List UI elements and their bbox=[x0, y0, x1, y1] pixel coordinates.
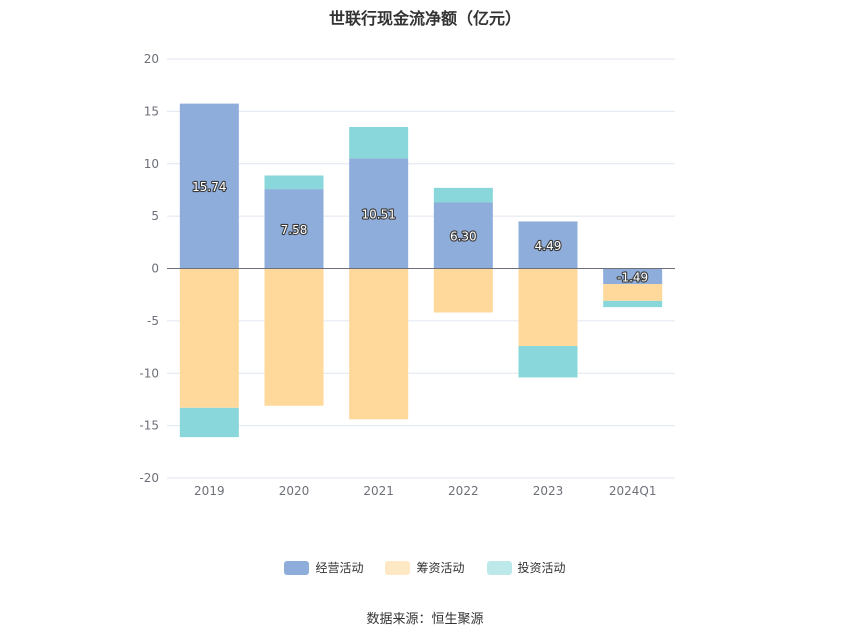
y-tick-label: -10 bbox=[139, 366, 159, 380]
source-note: 数据来源：恒生聚源 bbox=[366, 612, 484, 627]
bar-financing-2022[interactable] bbox=[433, 268, 493, 313]
legend-label-investing: 投资活动 bbox=[517, 561, 566, 575]
bar-investing-2024Q1[interactable] bbox=[603, 300, 663, 308]
bar-investing-2020[interactable] bbox=[264, 175, 324, 190]
y-tick-label: 20 bbox=[144, 52, 159, 66]
data-label: -1.49 bbox=[617, 270, 648, 284]
bar-operating-2022[interactable] bbox=[433, 202, 493, 269]
bar-investing-2021[interactable] bbox=[349, 126, 409, 159]
y-tick-label: 15 bbox=[144, 104, 159, 118]
y-tick-label: -5 bbox=[147, 314, 159, 328]
data-label: 6.30 bbox=[450, 230, 477, 244]
legend: 经营活动 筹资活动 投资活动 bbox=[0, 559, 850, 576]
x-tick-label: 2023 bbox=[533, 484, 564, 498]
y-tick-label: -15 bbox=[139, 419, 159, 433]
x-tick-label: 2021 bbox=[363, 484, 394, 498]
x-tick-label: 2020 bbox=[279, 484, 310, 498]
data-label: 15.74 bbox=[192, 180, 226, 194]
x-tick-label: 2024Q1 bbox=[609, 484, 657, 498]
data-label: 7.58 bbox=[281, 223, 308, 237]
y-tick-label: -20 bbox=[139, 471, 159, 485]
legend-item-operating[interactable]: 经营活动 bbox=[284, 559, 363, 576]
data-labels: 15.74 7.58 10.51 6.30 4.49 -1.49 bbox=[191, 179, 649, 285]
bar-investing-2023[interactable] bbox=[518, 346, 578, 378]
y-axis-ticks: 20 15 10 5 0 -5 -10 -15 -20 bbox=[139, 52, 159, 485]
bar-financing-2019[interactable] bbox=[179, 268, 239, 408]
bar-financing-2021[interactable] bbox=[349, 268, 409, 420]
bar-investing-2019[interactable] bbox=[179, 407, 239, 438]
grid-lines bbox=[167, 58, 675, 479]
bar-financing-2024Q1[interactable] bbox=[603, 284, 663, 301]
bar-financing-2023[interactable] bbox=[518, 268, 578, 347]
x-tick-label: 2019 bbox=[194, 484, 225, 498]
bar-operating-2020[interactable] bbox=[264, 189, 324, 269]
bar-operating-2019[interactable] bbox=[179, 103, 239, 269]
bar-operating-2021[interactable] bbox=[349, 158, 409, 269]
legend-swatch-operating bbox=[284, 560, 310, 575]
legend-swatch-financing bbox=[385, 560, 411, 575]
bars bbox=[179, 103, 663, 438]
bar-financing-2020[interactable] bbox=[264, 268, 324, 406]
bar-operating-2023[interactable] bbox=[518, 221, 578, 269]
chart-title: 世联行现金流净额（亿元） bbox=[328, 9, 521, 28]
legend-item-investing[interactable]: 投资活动 bbox=[486, 559, 566, 576]
x-axis-ticks: 2019 2020 2021 2022 2023 2024Q1 bbox=[194, 484, 656, 498]
y-tick-label: 10 bbox=[144, 157, 159, 171]
legend-item-financing[interactable]: 筹资活动 bbox=[385, 559, 465, 576]
legend-swatch-investing bbox=[486, 560, 512, 575]
zero-axis bbox=[167, 268, 675, 479]
legend-label-financing: 筹资活动 bbox=[416, 561, 465, 575]
data-label: 10.51 bbox=[361, 207, 395, 221]
bar-investing-2022[interactable] bbox=[433, 187, 493, 203]
y-tick-label: 0 bbox=[151, 262, 159, 276]
data-label: 4.49 bbox=[535, 239, 562, 253]
legend-label-operating: 经营活动 bbox=[315, 561, 364, 575]
bar-operating-2024Q1[interactable] bbox=[603, 268, 663, 285]
x-tick-label: 2022 bbox=[448, 484, 479, 498]
y-tick-label: 5 bbox=[151, 209, 159, 223]
